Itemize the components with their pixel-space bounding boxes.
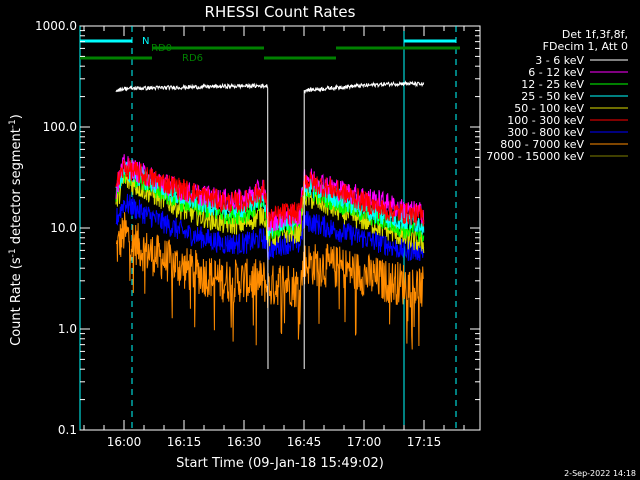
series-lines <box>115 80 425 370</box>
series-line <box>115 80 425 370</box>
chart-title: RHESSI Count Rates <box>205 3 356 21</box>
legend-entry: 300 - 800 keV <box>507 126 584 139</box>
y-axis-ticks: 0.1 1.0 10.0 100.0 1000.0 <box>35 19 480 437</box>
legend-entry: 12 - 25 keV <box>521 78 584 91</box>
legend-entry: 100 - 300 keV <box>507 114 584 127</box>
x-tick-label: 16:15 <box>167 435 202 449</box>
y-tick-label: 1000.0 <box>35 19 77 33</box>
x-tick-label: 16:00 <box>107 435 142 449</box>
legend-title: Det 1f,3f,8f, <box>562 28 628 41</box>
y-tick-label: 0.1 <box>58 423 77 437</box>
flag-label: RD6 <box>182 53 203 64</box>
series-line <box>116 212 425 350</box>
flag-label: N <box>142 36 149 47</box>
flag-label: RD0 <box>151 43 172 54</box>
legend-entry: 25 - 50 keV <box>521 90 584 103</box>
legend-entry: 7000 - 15000 keV <box>486 150 584 163</box>
series-line <box>115 193 425 261</box>
legend-entry: 6 - 12 keV <box>528 66 584 79</box>
y-tick-label: 1.0 <box>58 322 77 336</box>
y-tick-label: 100.0 <box>43 120 77 134</box>
legend-title: FDecim 1, Att 0 <box>543 40 628 53</box>
x-tick-label: 16:45 <box>287 435 322 449</box>
x-tick-label: 17:15 <box>407 435 442 449</box>
legend-entry: 800 - 7000 keV <box>500 138 584 151</box>
x-tick-label: 17:00 <box>347 435 382 449</box>
legend-entry: 3 - 6 keV <box>535 54 584 67</box>
y-axis-label: Count Rate (s-1 detector segment-1) <box>8 114 24 346</box>
y-tick-label: 10.0 <box>50 221 77 235</box>
series-line <box>115 158 425 228</box>
footer-timestamp: 2-Sep-2022 14:18 <box>564 469 636 478</box>
x-tick-label: 16:30 <box>227 435 262 449</box>
x-axis-ticks: 16:00 16:15 16:30 16:45 17:00 17:15 <box>83 26 465 449</box>
x-axis-label: Start Time (09-Jan-18 15:49:02) <box>176 456 384 471</box>
legend-entry: 50 - 100 keV <box>514 102 584 115</box>
